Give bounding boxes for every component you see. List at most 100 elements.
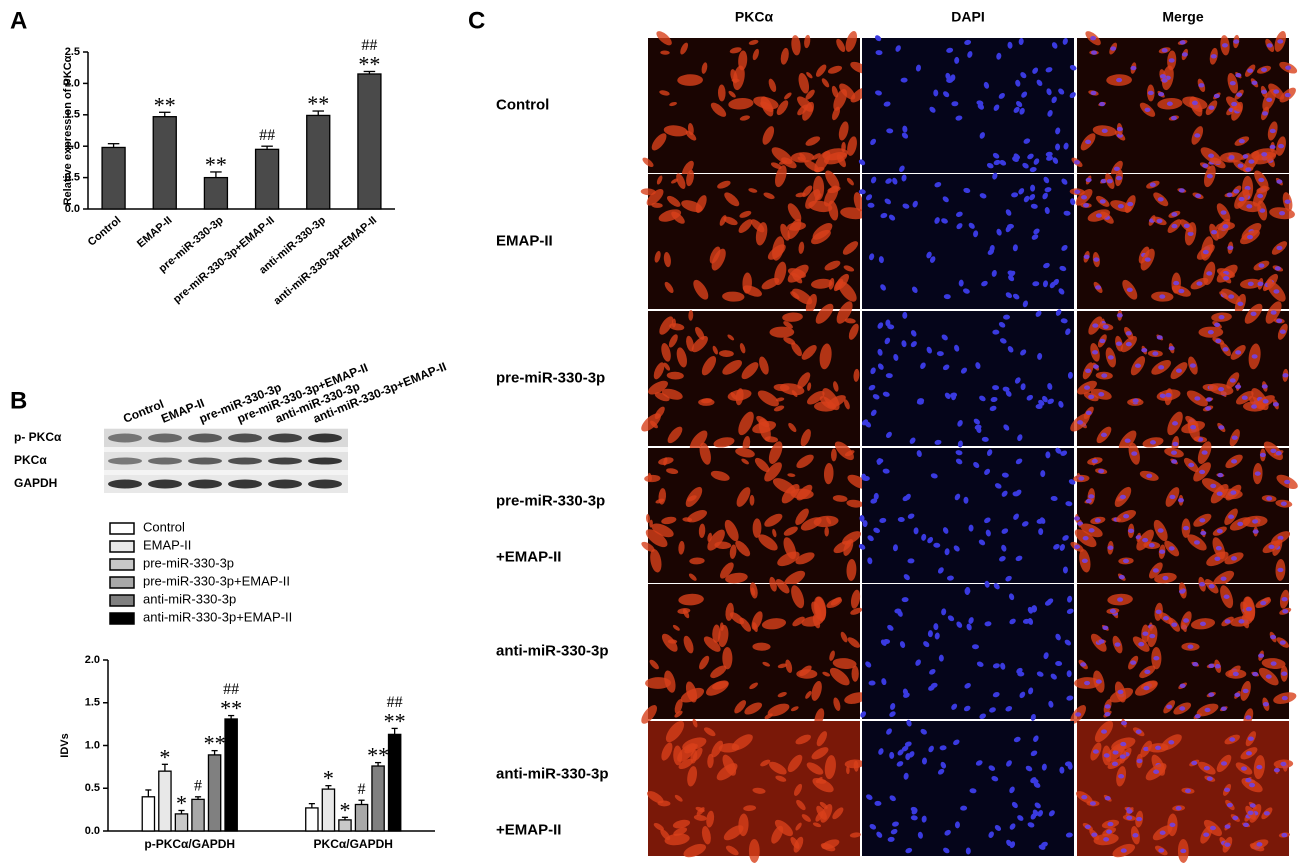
nucleus [1256,842,1263,847]
cell [674,710,683,718]
nucleus [875,50,883,56]
nucleus [1224,842,1231,847]
nucleus [1081,195,1088,200]
nucleus [988,831,994,838]
y-tick-label: 0.0 [65,203,80,215]
nucleus [1128,528,1135,534]
nucleus [1230,556,1237,561]
cell [648,380,668,395]
y-tick-label: 1.5 [85,697,100,709]
cell [791,342,802,357]
cell [678,593,704,606]
cell [738,50,748,71]
nucleus [1102,625,1109,631]
cell [728,98,754,110]
nucleus [1245,777,1252,783]
y-tick-label: 0.5 [85,782,100,794]
cell [659,90,670,96]
cell [826,598,843,609]
nucleus [943,91,950,98]
nucleus [1005,706,1013,712]
nucleus [905,493,911,501]
nucleus [1067,595,1073,603]
nucleus [954,344,960,352]
nucleus [1043,176,1050,184]
cell [823,185,839,207]
cell [751,219,765,233]
nucleus [1279,640,1286,645]
cell [655,498,665,504]
nucleus [1206,397,1213,402]
nucleus [1104,704,1111,709]
nucleus [998,321,1006,328]
nucleus [999,338,1007,344]
column-header: DAPI [951,9,984,25]
nucleus [1233,39,1240,44]
nucleus [1032,67,1039,74]
nucleus [1251,404,1258,409]
cell [660,50,670,55]
cell [850,589,861,609]
cell [748,39,759,45]
nucleus [1171,622,1178,627]
nucleus [991,776,999,782]
nucleus [1000,662,1006,670]
nucleus [920,728,927,735]
nucleus [921,815,927,823]
nucleus [876,458,884,464]
nucleus [1257,281,1264,287]
cell [729,544,737,559]
cell [797,96,814,112]
nucleus [858,159,866,166]
nucleus [1055,661,1063,667]
nucleus [942,196,949,203]
nucleus [1254,471,1261,476]
cell [717,180,731,189]
nucleus [877,348,883,356]
nucleus [902,688,909,696]
nucleus [1270,634,1277,640]
cell [767,244,786,260]
blot-row-label: PKCα [14,453,47,467]
significance-mark: # [194,777,202,794]
cell [793,783,803,796]
nucleus [1281,597,1288,602]
nucleus [1272,402,1279,407]
nucleus [960,805,968,811]
cell [752,787,766,794]
nucleus [1106,178,1113,184]
nucleus [1208,663,1215,669]
nucleus [1277,567,1284,573]
cell [653,822,664,831]
nucleus [1065,501,1073,507]
nucleus [1082,535,1089,541]
nucleus [969,788,977,794]
cell [725,572,748,584]
nucleus [1030,184,1036,192]
cell [744,702,763,715]
cell [677,74,703,86]
nucleus [1208,153,1215,158]
nucleus [1155,745,1162,751]
row-label: pre-miR-330-3p [496,369,605,386]
cell [829,667,850,686]
nucleus [1134,363,1141,368]
row-label: pre-miR-330-3p [496,492,605,509]
cell [822,671,831,677]
micrograph [862,448,1074,583]
cell [796,454,814,469]
nucleus [1011,192,1019,198]
nucleus [1044,600,1052,606]
cell [780,47,789,65]
cell [804,34,811,49]
bar [387,733,402,832]
cell [819,343,832,370]
significance-mark: ** [307,91,329,116]
cell [663,362,671,371]
cell [723,825,744,841]
cell [798,72,810,94]
nucleus [884,198,891,205]
nucleus [1098,392,1105,397]
nucleus [877,322,884,329]
nucleus [954,821,960,829]
